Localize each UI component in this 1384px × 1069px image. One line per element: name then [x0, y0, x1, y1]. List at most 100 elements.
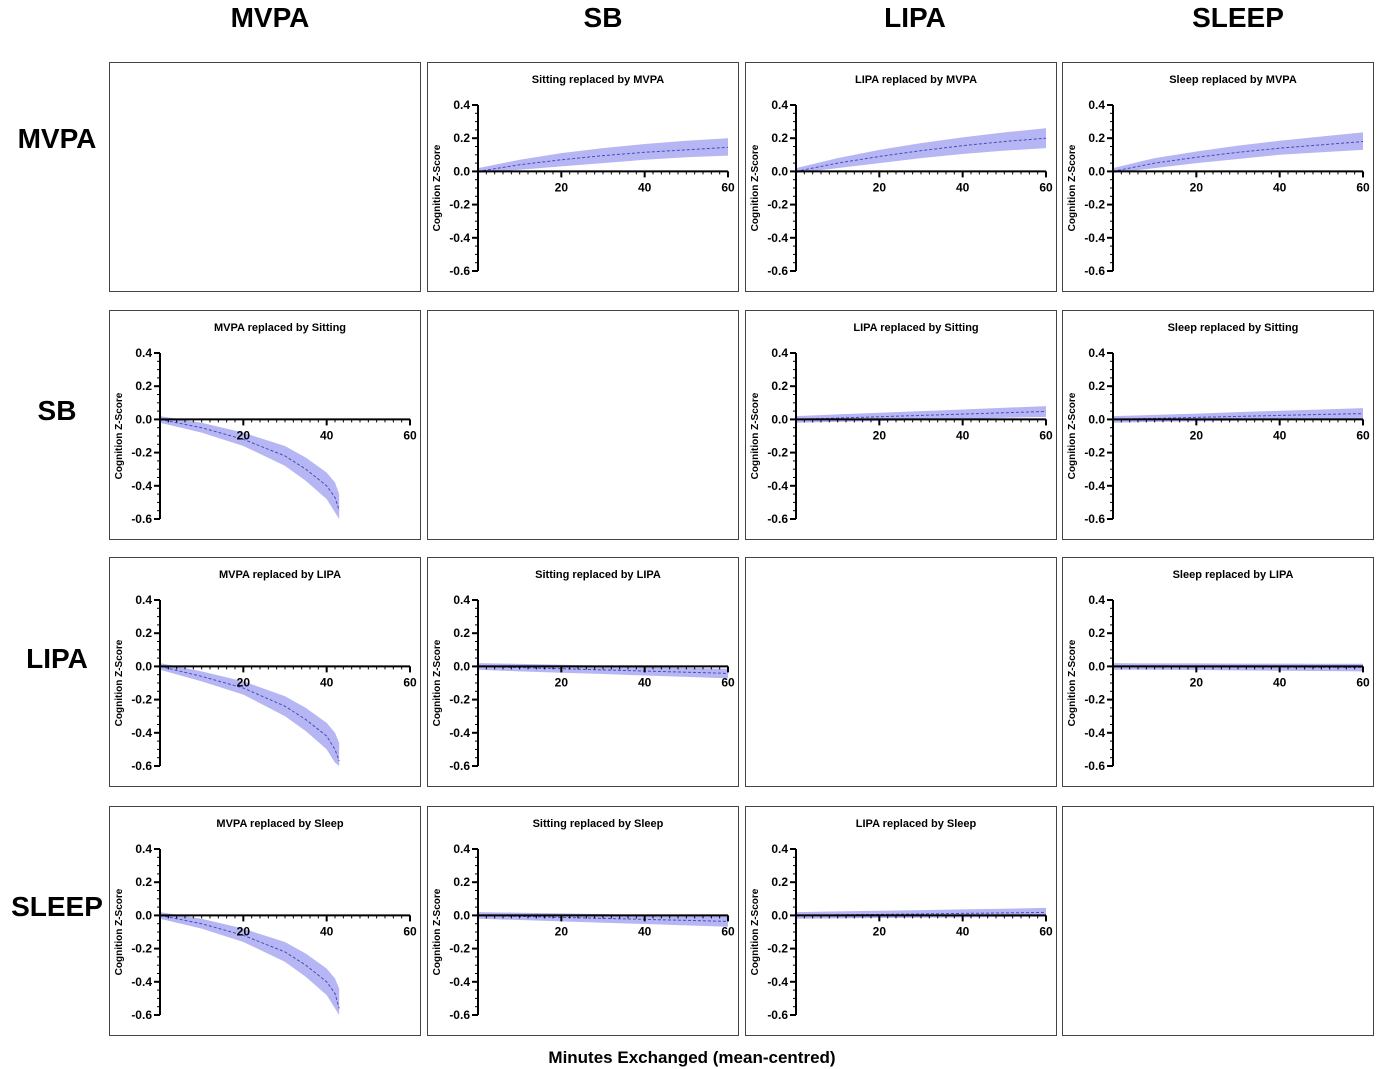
x-tick-label: 20 — [1190, 428, 1204, 442]
y-tick-label: -0.2 — [767, 198, 788, 212]
x-tick-label: 20 — [873, 428, 887, 442]
y-tick-label: 0.2 — [1088, 626, 1105, 640]
column-header: LIPA — [884, 2, 946, 33]
panel-title: MVPA replaced by LIPA — [219, 569, 341, 581]
x-tick-label: 60 — [1356, 428, 1370, 442]
x-tick-label: 40 — [638, 924, 652, 938]
x-tick-label: 60 — [721, 675, 735, 689]
chart-panel: LIPA replaced by MVPA Cognition Z-Score 0.… — [745, 62, 1057, 292]
y-tick-label: -0.6 — [131, 512, 152, 526]
panel-title: Sleep replaced by MVPA — [1169, 74, 1297, 86]
y-tick-label: 0.4 — [771, 842, 788, 856]
y-tick-label: -0.2 — [1084, 198, 1105, 212]
y-tick-label: 0.2 — [771, 875, 788, 889]
x-tick-label: 40 — [320, 428, 334, 442]
row-header: LIPA — [26, 643, 88, 674]
x-tick-label: 40 — [1273, 428, 1287, 442]
x-tick-label: 20 — [1190, 675, 1204, 689]
y-tick-label: -0.6 — [131, 1008, 152, 1022]
chart-panel: Sleep replaced by Sitting Cognition Z-Sco… — [1062, 310, 1374, 540]
y-tick-label: -0.2 — [767, 446, 788, 460]
chart-panel: Sleep replaced by MVPA Cognition Z-Score 0… — [1062, 62, 1374, 292]
y-axis-label: Cognition Z-Score — [114, 639, 125, 726]
x-tick-label: 20 — [237, 924, 251, 938]
y-tick-label: -0.6 — [1084, 264, 1105, 278]
y-tick-label: -0.2 — [131, 693, 152, 707]
estimate-line — [795, 137, 1047, 172]
y-tick-label: -0.6 — [767, 1008, 788, 1022]
chart-panel: LIPA replaced by Sitting Cognition Z-Scor… — [745, 310, 1057, 540]
y-tick-label: -0.2 — [1084, 446, 1105, 460]
empty-panel — [745, 557, 1057, 787]
chart-panel: Sleep replaced by LIPA Cognition Z-Score 0… — [1062, 557, 1374, 787]
y-tick-label: -0.2 — [1084, 693, 1105, 707]
column-header: MVPA — [230, 2, 310, 33]
estimate-line — [159, 665, 340, 762]
panel-title: Sleep replaced by LIPA — [1173, 569, 1294, 581]
y-tick-label: 0.4 — [771, 346, 788, 360]
chart-svg: Sitting replaced by LIPA Cognition Z-Scor… — [432, 569, 735, 773]
x-axis-title: Minutes Exchanged (mean-centred) — [548, 1048, 836, 1067]
x-tick-label: 20 — [873, 924, 887, 938]
y-tick-label: -0.2 — [131, 942, 152, 956]
panel-title: MVPA replaced by Sleep — [216, 818, 343, 830]
y-tick-label: -0.6 — [1084, 759, 1105, 773]
y-tick-label: -0.4 — [131, 975, 152, 989]
estimate-line — [159, 418, 340, 511]
y-axis-label: Cognition Z-Score — [432, 144, 443, 231]
x-tick-label: 20 — [873, 180, 887, 194]
confidence-band — [478, 912, 728, 927]
x-tick-label: 40 — [320, 924, 334, 938]
y-axis-label: Cognition Z-Score — [114, 888, 125, 975]
y-tick-label: 0.4 — [1088, 593, 1105, 607]
y-tick-label: -0.4 — [1084, 231, 1105, 245]
row-header: MVPA — [17, 123, 97, 154]
y-axis-label: Cognition Z-Score — [432, 888, 443, 975]
panel-title: LIPA replaced by Sitting — [853, 322, 978, 334]
y-tick-label: 0.4 — [135, 346, 152, 360]
y-tick-label: 0.2 — [771, 131, 788, 145]
x-tick-label: 20 — [237, 675, 251, 689]
empty-panel — [1062, 806, 1374, 1036]
y-tick-label: -0.2 — [449, 198, 470, 212]
x-tick-label: 60 — [721, 924, 735, 938]
y-tick-label: -0.4 — [449, 231, 470, 245]
chart-svg: Sleep replaced by MVPA Cognition Z-Score 0… — [1067, 74, 1370, 278]
column-header: SB — [583, 2, 623, 33]
panel-title: Sitting replaced by LIPA — [535, 569, 661, 581]
x-tick-label: 20 — [555, 675, 569, 689]
chart-panel: MVPA replaced by LIPA Cognition Z-Score 0.… — [109, 557, 421, 787]
x-tick-label: 40 — [956, 428, 970, 442]
chart-svg: Sleep replaced by LIPA Cognition Z-Score 0… — [1067, 569, 1370, 773]
y-tick-label: 0.4 — [453, 98, 470, 112]
y-axis-label: Cognition Z-Score — [1067, 392, 1078, 479]
x-tick-label: 60 — [1356, 675, 1370, 689]
y-tick-label: 0.4 — [1088, 346, 1105, 360]
y-tick-label: 0.2 — [453, 131, 470, 145]
chart-svg: Sitting replaced by Sleep Cognition Z-Sco… — [432, 818, 735, 1022]
y-tick-label: -0.4 — [767, 231, 788, 245]
y-tick-label: -0.4 — [449, 726, 470, 740]
y-axis-label: Cognition Z-Score — [750, 392, 761, 479]
x-tick-label: 60 — [1356, 180, 1370, 194]
y-tick-label: -0.4 — [767, 479, 788, 493]
panel-title: Sitting replaced by Sleep — [533, 818, 664, 830]
y-tick-label: 0.4 — [453, 593, 470, 607]
y-tick-label: 0.4 — [771, 98, 788, 112]
y-tick-label: 0.2 — [135, 875, 152, 889]
y-tick-label: -0.6 — [1084, 512, 1105, 526]
y-tick-label: 0.4 — [453, 842, 470, 856]
y-tick-label: 0.0 — [1088, 659, 1105, 673]
y-tick-label: 0.0 — [135, 908, 152, 922]
empty-panel — [109, 62, 421, 292]
chart-svg: MVPA replaced by Sleep Cognition Z-Score 0… — [114, 818, 417, 1022]
y-tick-label: -0.2 — [449, 942, 470, 956]
panel-title: LIPA replaced by Sleep — [856, 818, 977, 830]
y-tick-label: -0.4 — [1084, 479, 1105, 493]
y-tick-label: 0.0 — [453, 164, 470, 178]
y-tick-label: 0.2 — [135, 626, 152, 640]
x-tick-label: 40 — [1273, 675, 1287, 689]
chart-panel: LIPA replaced by Sleep Cognition Z-Score 0… — [745, 806, 1057, 1036]
x-tick-label: 60 — [1039, 428, 1053, 442]
x-tick-label: 40 — [638, 675, 652, 689]
